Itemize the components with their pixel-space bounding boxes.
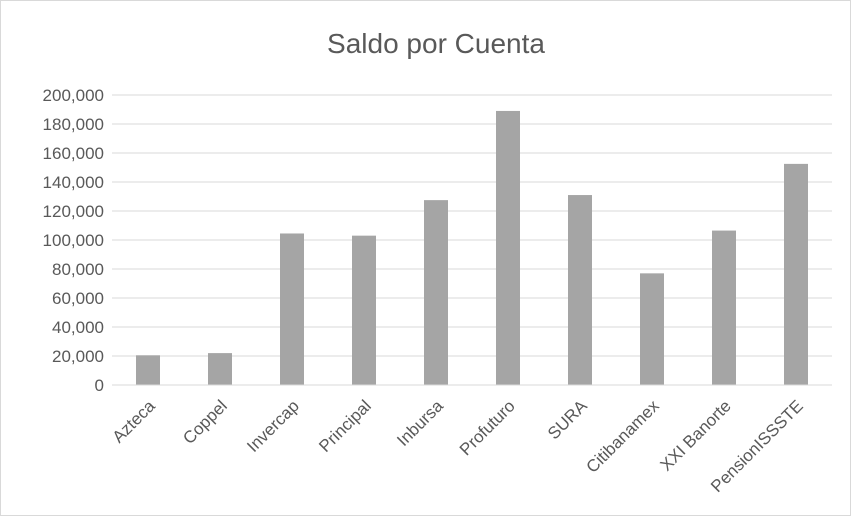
- x-tick-label: Coppel: [179, 396, 231, 448]
- bar-xxi-banorte: [712, 230, 736, 385]
- y-tick-label: 120,000: [43, 202, 104, 221]
- y-tick-label: 60,000: [52, 289, 104, 308]
- y-tick-label: 140,000: [43, 173, 104, 192]
- x-tick-label: Inbursa: [393, 396, 447, 450]
- y-tick-label: 40,000: [52, 318, 104, 337]
- bar-inbursa: [424, 200, 448, 385]
- x-tick-label: Citibanamex: [583, 396, 664, 477]
- y-tick-label: 200,000: [43, 86, 104, 105]
- y-tick-label: 20,000: [52, 347, 104, 366]
- y-tick-label: 80,000: [52, 260, 104, 279]
- x-tick-label: Azteca: [109, 396, 160, 447]
- bar-sura: [568, 195, 592, 385]
- y-tick-label: 180,000: [43, 115, 104, 134]
- bar-pensionissste: [784, 163, 808, 385]
- bars: [136, 110, 808, 385]
- x-axis-ticks: Azteca Coppel Invercap Principal Inbursa Prof…: [109, 396, 807, 496]
- bar-principal: [352, 235, 376, 385]
- x-tick-label: Profuturo: [456, 396, 519, 459]
- bar-profuturo: [496, 110, 520, 385]
- bar-azteca: [136, 355, 160, 385]
- chart-title: Saldo por Cuenta: [327, 28, 545, 59]
- y-axis-ticks: 0 20,000 40,000 60,000 80,000 100,000 120,000 1…: [43, 86, 104, 395]
- bar-invercap: [280, 233, 304, 385]
- y-tick-label: 0: [95, 376, 104, 395]
- x-tick-label: Invercap: [243, 396, 303, 456]
- y-tick-label: 160,000: [43, 144, 104, 163]
- y-tick-label: 100,000: [43, 231, 104, 250]
- x-tick-label: Principal: [315, 396, 375, 456]
- bar-citibanamex: [640, 273, 664, 385]
- bar-coppel: [208, 353, 232, 385]
- x-tick-label: SURA: [544, 396, 591, 443]
- x-tick-label: XXI Banorte: [657, 396, 735, 474]
